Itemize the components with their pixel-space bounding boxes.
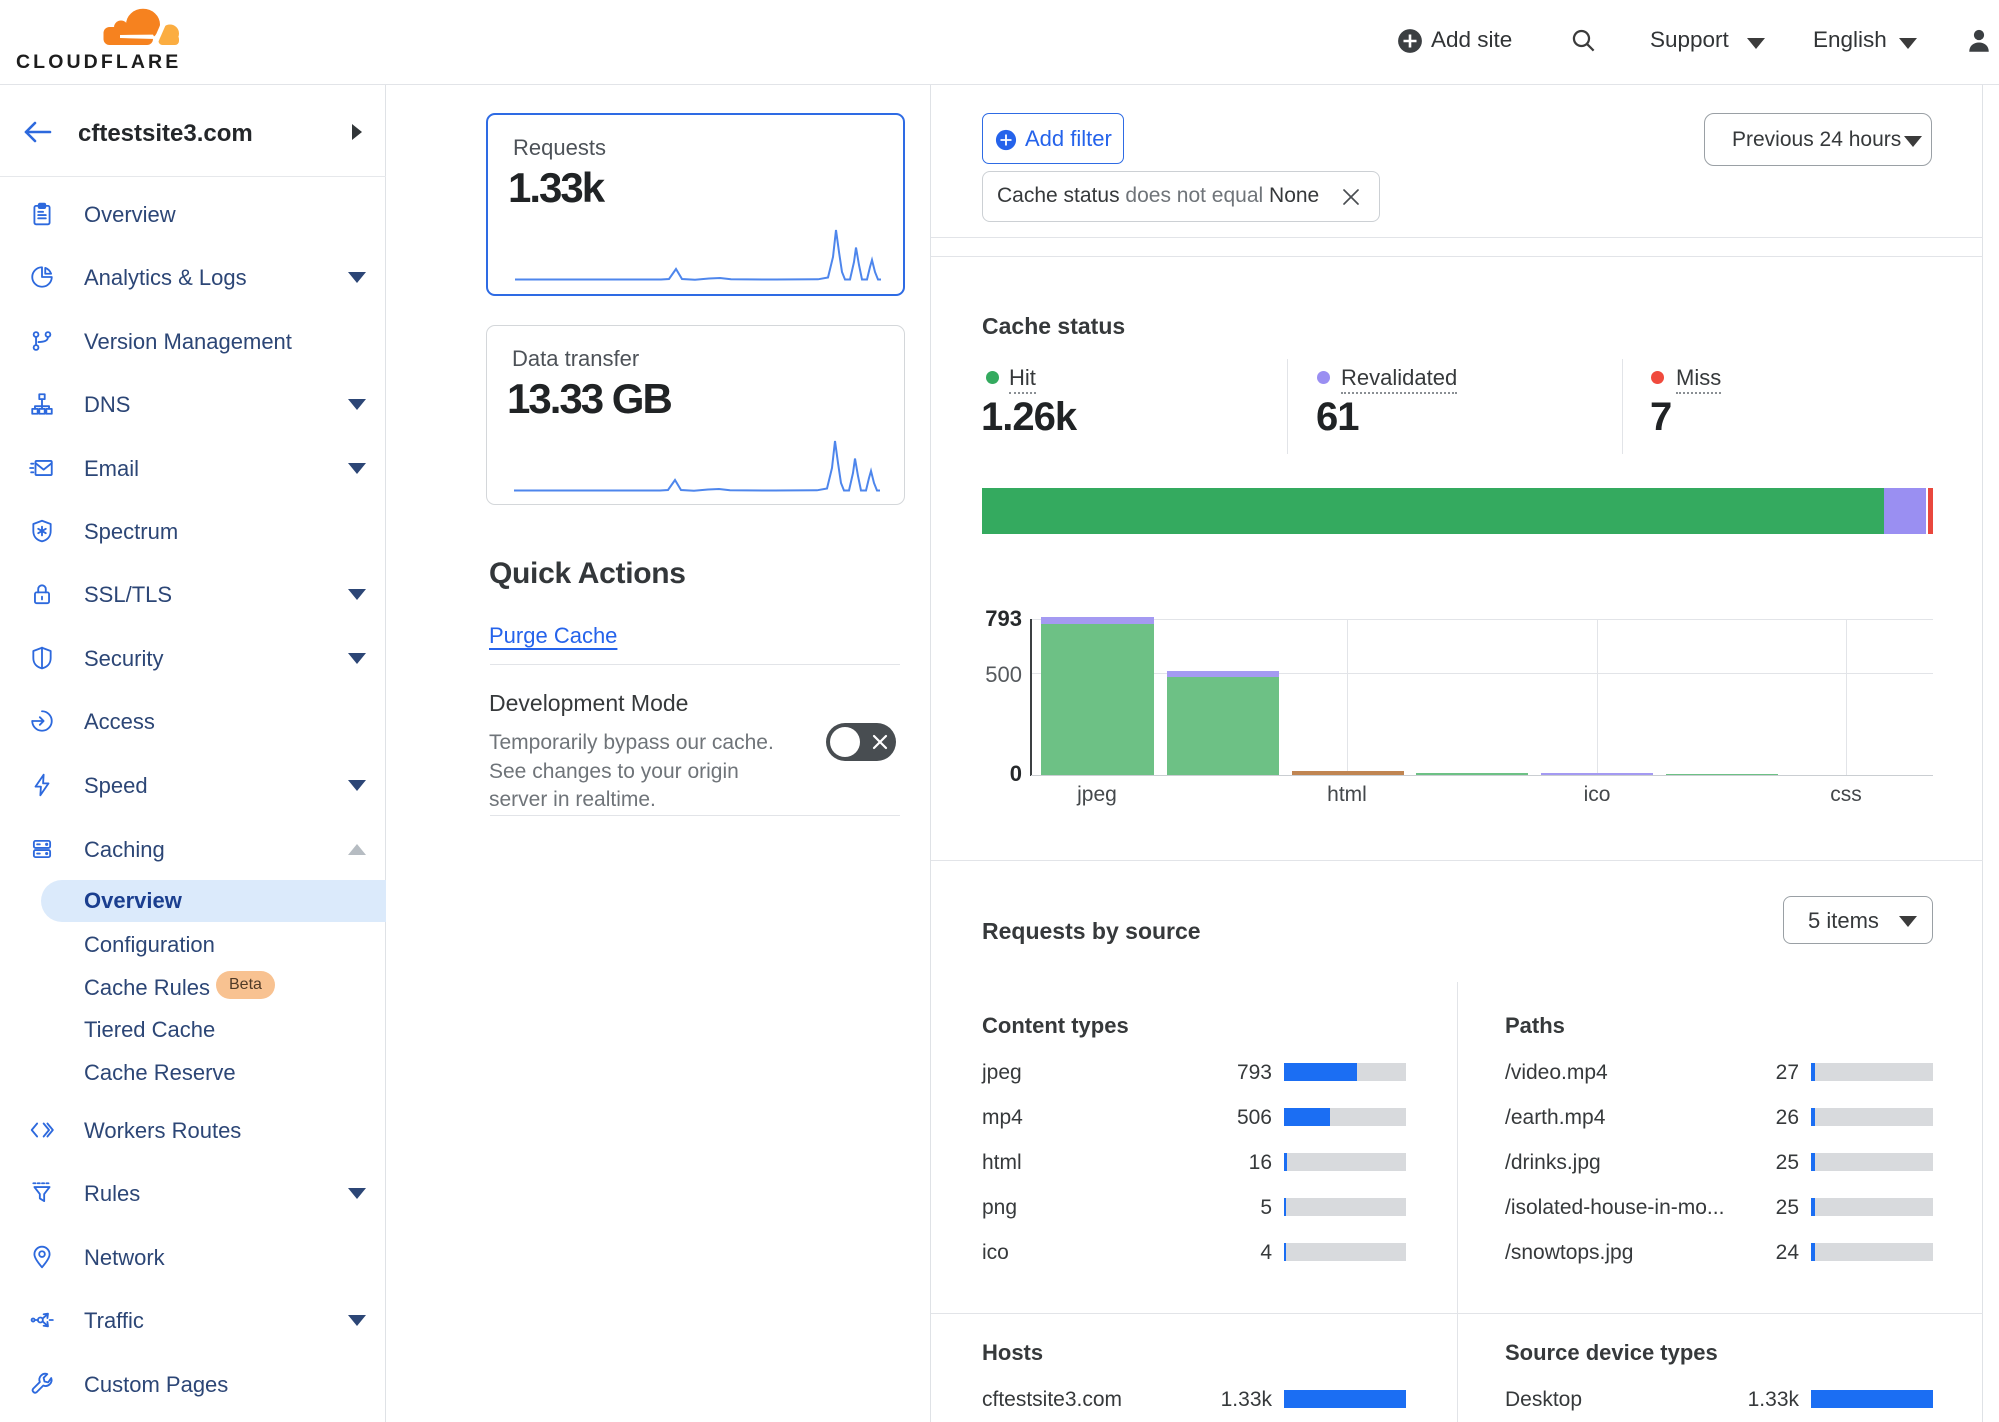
svg-text:CLOUDFLARE: CLOUDFLARE [16, 51, 181, 73]
